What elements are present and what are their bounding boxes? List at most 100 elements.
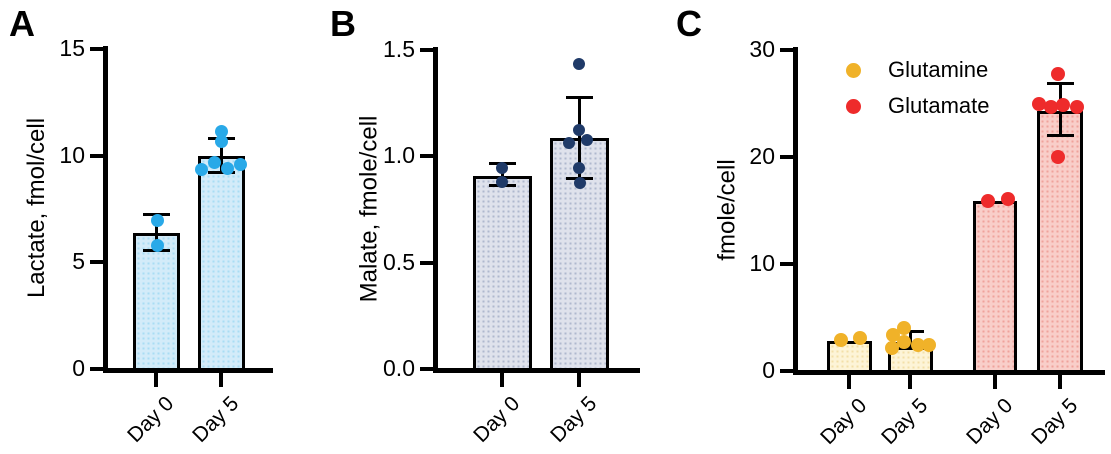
x-tick <box>1058 375 1062 389</box>
y-tick-label: 1.0 <box>383 142 415 169</box>
y-axis <box>103 46 108 373</box>
data-point <box>496 162 508 175</box>
data-point <box>581 134 593 147</box>
data-point <box>897 321 911 336</box>
data-point <box>834 332 848 347</box>
panel-a-letter: A <box>9 3 35 44</box>
y-tick <box>420 260 433 265</box>
data-point <box>563 136 575 149</box>
error-bar-cap-bottom <box>1047 134 1074 138</box>
error-bar-cap-top <box>1047 81 1074 85</box>
data-point <box>214 135 228 149</box>
data-point <box>150 214 164 228</box>
x-tick <box>908 375 912 389</box>
y-axis <box>433 47 438 373</box>
x-tick-label: Day 0 <box>123 392 179 448</box>
legend-item-glutamate: Glutamate <box>846 92 990 120</box>
bar-A-0 <box>132 232 180 372</box>
y-tick <box>780 262 793 266</box>
x-tick <box>847 375 851 389</box>
x-tick-label: Day 0 <box>816 394 872 450</box>
y-axis-title: fmole/cell <box>713 158 740 261</box>
y-tick-label: 10 <box>59 141 85 168</box>
y-tick-label: 0 <box>762 357 775 383</box>
bar-A-1 <box>197 155 245 372</box>
y-tick-label: 15 <box>59 35 85 61</box>
y-tick <box>420 154 433 159</box>
x-axis <box>433 368 640 373</box>
data-point <box>1051 66 1065 81</box>
data-point <box>573 123 585 136</box>
data-point <box>1001 191 1015 206</box>
panel-b-letter: B <box>330 3 356 44</box>
data-point <box>496 175 508 188</box>
y-axis-title: Malate, fmole/cell <box>355 115 382 302</box>
y-tick <box>780 369 793 373</box>
y-tick-label: 0.0 <box>383 355 415 381</box>
x-tick <box>577 373 581 387</box>
y-tick <box>780 155 793 159</box>
legend-dot-icon <box>846 62 861 78</box>
error-bar-line <box>577 97 581 179</box>
error-bar-cap-bottom <box>897 347 924 351</box>
y-tick <box>420 367 433 371</box>
data-point <box>853 330 867 345</box>
data-point <box>981 193 995 208</box>
data-point <box>886 327 900 342</box>
y-tick-label: 0 <box>72 355 85 381</box>
legend-label: Glutamine <box>888 57 989 82</box>
data-point <box>1051 150 1065 165</box>
y-axis <box>793 47 798 375</box>
data-point <box>1070 99 1084 114</box>
x-tick <box>154 373 158 387</box>
data-point <box>911 338 925 353</box>
data-point <box>194 163 208 177</box>
data-point <box>1044 99 1058 114</box>
y-tick <box>90 47 103 51</box>
x-tick-label: Day 0 <box>469 392 525 448</box>
y-tick-label: 20 <box>749 143 775 169</box>
x-axis <box>793 370 1105 375</box>
y-tick-label: 0.5 <box>383 248 415 275</box>
data-point <box>574 176 586 189</box>
error-bar-cap-bottom <box>208 171 235 175</box>
y-tick-label: 30 <box>749 36 775 62</box>
bar-C-2 <box>973 200 1017 374</box>
data-point <box>922 338 936 353</box>
x-tick <box>219 373 223 387</box>
data-point <box>150 238 164 252</box>
y-tick <box>90 367 103 371</box>
data-point <box>207 155 221 169</box>
x-tick <box>500 373 504 387</box>
y-tick-label: 5 <box>72 248 85 275</box>
y-tick-label: 10 <box>749 250 775 276</box>
y-tick <box>90 260 103 265</box>
x-tick <box>993 375 997 389</box>
data-point <box>885 340 899 355</box>
y-tick <box>420 48 433 52</box>
bar-C-0 <box>826 340 872 374</box>
data-point <box>233 157 247 171</box>
error-bar-line <box>500 163 504 186</box>
error-bar-cap-top <box>566 96 593 100</box>
data-point <box>573 57 585 70</box>
data-point <box>1056 97 1070 112</box>
y-tick-label: 1.5 <box>383 36 415 62</box>
data-point <box>1032 96 1046 111</box>
error-bar-line <box>219 138 223 173</box>
error-bar-line <box>154 214 158 251</box>
error-bar-cap-top <box>897 329 924 333</box>
y-axis-title: Lactate, fmol/cell <box>23 117 50 299</box>
y-tick <box>90 153 103 158</box>
x-axis <box>103 368 273 373</box>
data-point <box>573 162 585 175</box>
legend-label: Glutamate <box>888 93 990 118</box>
data-point <box>214 124 228 138</box>
panel-c-letter: C <box>676 3 702 44</box>
legend-item-glutamine: Glutamine <box>846 56 988 84</box>
data-point <box>897 335 911 350</box>
bar-B-0 <box>472 175 532 372</box>
legend-dot-icon <box>846 98 861 114</box>
y-tick <box>780 48 793 52</box>
